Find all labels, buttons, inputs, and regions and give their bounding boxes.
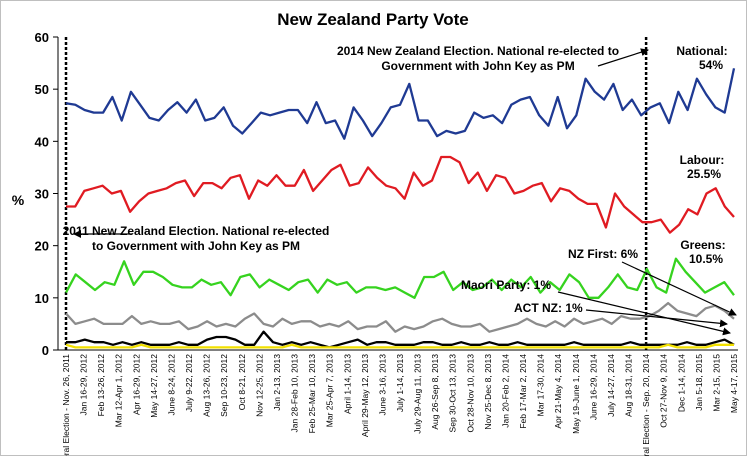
x-tick-label: Feb 17-Mar 2, 2014 [518, 354, 528, 429]
annotation-2014-line1: 2014 New Zealand Election. National re-e… [337, 44, 619, 58]
x-tick-label: April 1-14, 2013 [342, 354, 352, 414]
label-nzfirst: NZ First: 6% [568, 247, 737, 316]
label-act-arrow [585, 309, 728, 328]
label-act-text: ACT NZ: 1% [514, 301, 583, 315]
label-nzfirst-arrow [621, 261, 737, 316]
x-tick-label: Feb 25-Mar 10, 2013 [307, 354, 317, 434]
x-tick-label: Nov 12-25, 2012 [254, 354, 264, 417]
x-tick-label: Mar 2-15, 2015 [711, 354, 721, 412]
y-tick-label: 40 [35, 134, 49, 149]
y-tick-label: 10 [35, 291, 49, 306]
annotation-2011: 2011 New Zealand Election. National re-e… [63, 224, 330, 253]
x-tick-label: Aug 18-31, 2014 [624, 354, 634, 417]
x-tick-label: June 3-16, 2013 [377, 354, 387, 416]
series-line-nz-first [65, 301, 735, 333]
annotation-2011-line2: to Government with John Key as PM [92, 239, 300, 253]
x-tick-label: May 14-27, 2012 [149, 354, 159, 418]
x-tick-label: Oct 8-21, 2012 [237, 354, 247, 411]
series-line-greens [64, 257, 735, 299]
x-tick-label: Mar 25-Apr 7, 2013 [325, 354, 335, 428]
x-tick-label: Dec 1-14, 2014 [676, 354, 686, 412]
x-tick-label: April 29-May 12, 2013 [360, 354, 370, 437]
label-maori: Maori Party: 1% [461, 278, 731, 336]
label-greens: Greens: 10.5% [680, 238, 725, 266]
x-tick-label: Oct 28-Nov 10, 2013 [465, 354, 475, 433]
x-tick-label: May 19-June 1, 2014 [571, 354, 581, 434]
label-labour-line1: Labour: [680, 153, 725, 167]
label-act: ACT NZ: 1% [514, 301, 728, 328]
label-national-line2: 54% [699, 58, 723, 72]
y-tick-label: 20 [35, 239, 49, 254]
label-labour-line2: 25.5% [687, 167, 721, 181]
x-tick-label: July 29-Aug 11, 2013 [413, 354, 423, 434]
x-tick-label: General Election - Sep. 20, 2014 [641, 354, 651, 456]
x-tick-label: Aug 13-26, 2012 [202, 354, 212, 417]
label-maori-text: Maori Party: 1% [461, 278, 551, 292]
x-tick-label: July 9-22, 2012 [184, 354, 194, 412]
x-tick-label: Jan 28-Feb 10, 2013 [290, 354, 300, 433]
x-tick-label: June 8-24, 2012 [166, 354, 176, 416]
annotation-2014-line2: Government with John Key as PM [381, 59, 574, 73]
annotation-2014-arrow [597, 48, 649, 67]
x-tick-label: Jan 20-Feb 2, 2014 [500, 354, 510, 428]
y-tick-label: 50 [35, 82, 49, 97]
y-tick-label: 60 [35, 30, 49, 45]
x-tick-label: July 1-14, 2013 [395, 354, 405, 412]
x-tick-label: June 16-29, 2014 [588, 354, 598, 420]
x-tick-label: Jan 2-13, 2013 [272, 354, 282, 411]
series-line-act-nz [65, 343, 734, 349]
y-tick-label: 0 [42, 343, 49, 358]
x-tick-label: Mar 17-30, 2014 [536, 354, 546, 417]
x-tick-label: Apr 21-May 4, 2014 [553, 354, 563, 429]
x-tick-label: Aug 26-Sep 8, 2013 [430, 354, 440, 430]
label-national: National: 54% [676, 44, 727, 72]
x-tick-label: Feb 13-26, 2012 [96, 354, 106, 417]
x-tick-label: May 4-17, 2015 [729, 354, 739, 413]
x-tick-label: Mar 12-Apr 1, 2012 [114, 354, 124, 428]
series-line-national [65, 68, 736, 140]
label-maori-arrow [557, 291, 731, 336]
label-national-line1: National: [676, 44, 727, 58]
annotation-2014: 2014 New Zealand Election. National re-e… [337, 44, 649, 73]
x-tick-label: Nov 25-Dec 8, 2013 [483, 354, 493, 430]
label-greens-line1: Greens: [680, 238, 725, 252]
label-greens-line2: 10.5% [689, 252, 723, 266]
series-line-maori-party [66, 330, 735, 349]
series-line-labour [66, 155, 735, 234]
label-labour: Labour: 25.5% [680, 153, 725, 181]
annotation-2011-line1: 2011 New Zealand Election. National re-e… [63, 224, 330, 238]
chart-title: New Zealand Party Vote [277, 10, 468, 29]
y-axis-label: % [12, 192, 25, 208]
x-tick-label: July 14-27, 2014 [606, 354, 616, 417]
x-tick-label: Jan 16-29, 2012 [79, 354, 89, 416]
y-tick-label: 30 [35, 187, 49, 202]
x-tick-label: Sep 30-Oct 13, 2013 [448, 354, 458, 433]
label-nzfirst-text: NZ First: 6% [568, 247, 638, 261]
x-tick-label: Sep 10-23, 2012 [219, 354, 229, 417]
x-tick-label: Oct 27-Nov 9, 2014 [659, 354, 669, 428]
x-tick-label: Jan 5-18, 2015 [694, 354, 704, 411]
x-tick-label: General Election - Nov. 26, 2011 [61, 354, 71, 456]
x-tick-label: Apr 16-29, 2012 [131, 354, 141, 415]
